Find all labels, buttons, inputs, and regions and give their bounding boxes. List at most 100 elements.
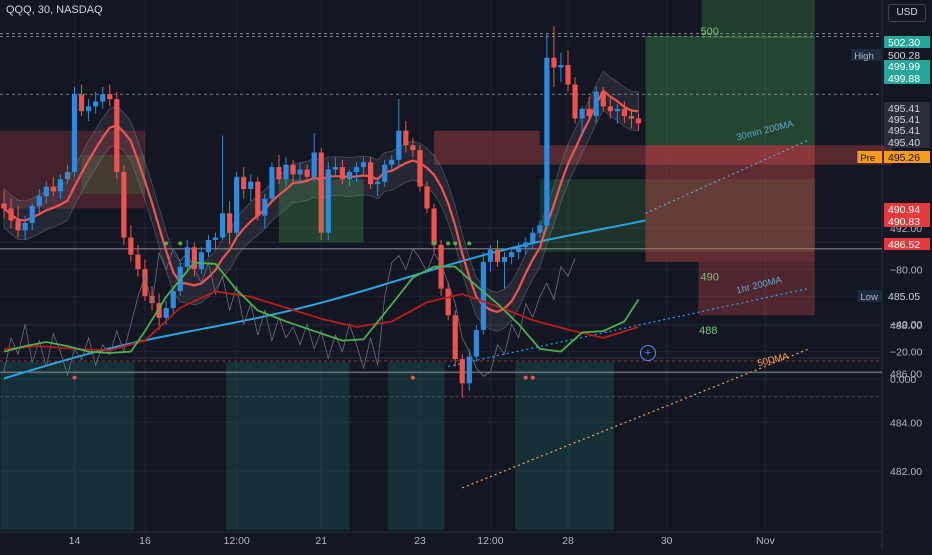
price-tag-label: 490.83 — [888, 216, 920, 228]
candle-body — [480, 261, 486, 330]
time-tick-label: 16 — [139, 535, 151, 547]
level-label: 490 — [701, 271, 719, 283]
time-tick-label: 21 — [315, 535, 327, 547]
price-tag-label: 495.41 — [888, 125, 920, 137]
level-label: 488 — [699, 325, 717, 337]
price-tag — [884, 203, 930, 215]
candle-body — [360, 162, 367, 168]
add-alert-icon[interactable]: + — [640, 345, 656, 361]
time-tick-label: 12:00 — [224, 535, 250, 547]
candle-body — [332, 167, 338, 170]
oscillator-overbought-marker — [523, 375, 528, 380]
oscillator-tick-label: −40.00 — [890, 319, 923, 331]
oscillator-oversold-marker — [467, 241, 472, 246]
candle-body — [551, 57, 557, 68]
candle-body — [86, 106, 92, 112]
price-tag-label: 502.30 — [888, 37, 920, 49]
time-tick-label: Nov — [756, 535, 775, 547]
price-tag-label: 500.28 — [888, 50, 920, 62]
support-zone — [81, 154, 145, 194]
target-zone — [645, 35, 815, 146]
chart-title: QQQ, 30, NASDAQ — [6, 4, 103, 16]
oscillator-zone — [515, 362, 614, 530]
price-tag — [884, 72, 930, 84]
candle-body — [64, 171, 71, 180]
candle-body — [318, 152, 324, 233]
candle-body — [248, 181, 254, 189]
candle-body — [607, 106, 613, 112]
price-tag — [884, 124, 930, 136]
projection-50dma — [462, 348, 808, 489]
price-tag-label: 499.99 — [888, 61, 920, 73]
oscillator-overbought-marker — [410, 375, 415, 380]
price-tag-prefix-label: Pre — [860, 153, 875, 164]
price-tick-label: 486.00 — [890, 369, 922, 381]
candle-body — [431, 208, 437, 245]
candle-body — [628, 116, 635, 119]
candle-body — [227, 213, 233, 233]
price-tag-label: 490.94 — [888, 204, 920, 216]
candle-body — [93, 101, 99, 107]
price-tag-label: 495.41 — [888, 103, 920, 115]
oscillator-zone — [226, 362, 350, 530]
candle-body — [290, 164, 296, 175]
candle-body — [311, 152, 317, 177]
candle-body — [487, 249, 494, 262]
candle-body — [382, 164, 388, 182]
candle-body — [572, 84, 578, 119]
currency-button[interactable]: USD — [888, 4, 926, 22]
candle-body — [121, 171, 127, 238]
oscillator-tick-label: −20.00 — [890, 347, 923, 359]
candle-body — [586, 108, 592, 117]
candle-body — [353, 167, 360, 172]
level-label: 500 — [701, 26, 719, 38]
time-tick-label: 14 — [69, 535, 81, 547]
price-tag — [884, 215, 930, 227]
projection-1hr-200ma — [448, 288, 808, 367]
candle-body — [8, 208, 14, 221]
candle-body — [466, 356, 472, 384]
candle-body — [135, 254, 141, 270]
price-tag-prefix — [857, 290, 882, 302]
candle-body — [600, 91, 606, 107]
candle-body — [445, 288, 451, 316]
resistance-zone — [434, 130, 540, 165]
candle-body — [579, 108, 585, 119]
candle-body — [149, 295, 155, 304]
candle-body — [36, 196, 42, 206]
candle-body — [403, 130, 409, 146]
oscillator-overbought-marker — [72, 375, 77, 380]
oscillator-tick-label: 0.000 — [890, 374, 916, 386]
oscillator-raw-line — [3, 247, 576, 377]
candle-body — [389, 159, 395, 165]
price-tag-prefix-label: Low — [860, 292, 878, 303]
time-tick-label: 12:00 — [477, 535, 503, 547]
candle-body — [516, 247, 522, 253]
candle-body — [198, 252, 204, 270]
candle-body — [71, 94, 78, 172]
oscillator-fast-line — [3, 261, 640, 354]
candle-body — [43, 186, 49, 197]
candle-body — [205, 240, 212, 253]
candle-body — [29, 205, 35, 224]
oscillator-slow-line — [3, 290, 639, 352]
candle-body — [396, 130, 402, 160]
ma-200-line — [3, 219, 646, 380]
price-tag-label: 495.26 — [888, 152, 920, 164]
price-tag-prefix-label: High — [854, 51, 874, 62]
price-tag-label: 486.52 — [888, 239, 920, 251]
candle-body — [114, 99, 120, 172]
candle-body — [424, 186, 430, 209]
oscillator-oversold-marker — [178, 241, 183, 246]
candle-body — [452, 315, 458, 360]
candle-body — [191, 247, 197, 270]
price-tag — [884, 36, 930, 48]
oscillator-oversold-marker — [446, 241, 451, 246]
oscillator-zone — [0, 362, 135, 530]
price-tag-label: 495.40 — [888, 137, 920, 149]
candle-body — [50, 186, 56, 192]
candle-body — [255, 181, 261, 216]
candle-body — [276, 167, 282, 180]
